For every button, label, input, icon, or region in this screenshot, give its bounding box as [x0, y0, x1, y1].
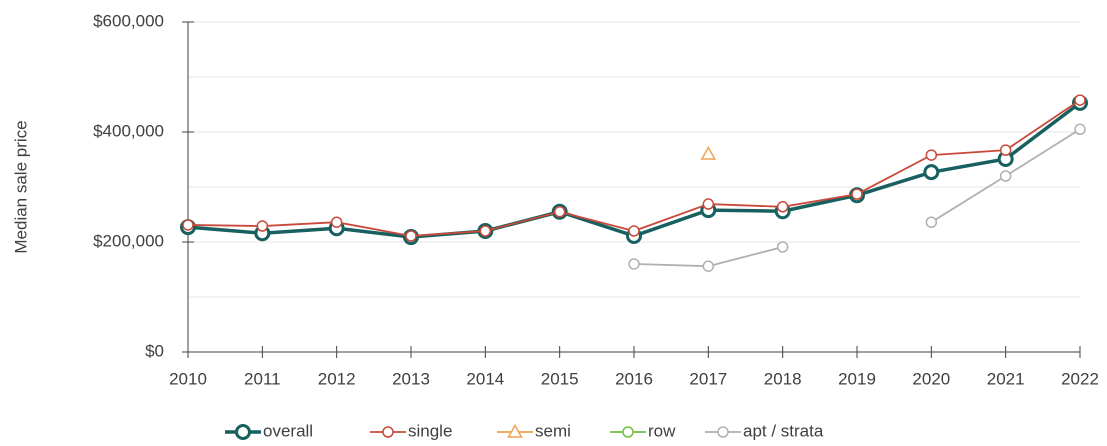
x-tick-label: 2013	[392, 369, 430, 388]
data-point	[553, 206, 566, 218]
data-point	[702, 260, 715, 272]
y-tick-label: $0	[145, 341, 164, 360]
legend-label: apt / strata	[743, 421, 824, 440]
legend-label: overall	[263, 421, 313, 440]
y-tick-label: $200,000	[93, 231, 164, 250]
data-point	[925, 149, 938, 161]
x-tick-label: 2020	[912, 369, 950, 388]
x-tick-label: 2016	[615, 369, 653, 388]
data-point	[999, 144, 1012, 156]
data-point	[702, 198, 715, 210]
data-point	[628, 258, 640, 270]
series-line	[187, 101, 1082, 239]
x-tick-label: 2010	[169, 369, 207, 388]
data-point	[628, 225, 640, 237]
legend-label: row	[648, 421, 676, 440]
legend-marker	[235, 424, 251, 440]
legend-label: semi	[535, 421, 571, 440]
data-point	[256, 220, 269, 232]
x-tick-label: 2021	[987, 369, 1025, 388]
data-point	[999, 170, 1012, 182]
data-point	[776, 201, 789, 213]
data-point	[479, 225, 492, 237]
data-point	[405, 230, 417, 242]
legend-marker	[507, 423, 523, 438]
data-point	[700, 145, 717, 160]
x-tick-label: 2019	[838, 369, 876, 388]
data-point	[851, 188, 863, 200]
y-tick-label: $400,000	[93, 121, 164, 140]
x-tick-label: 2015	[541, 369, 579, 388]
x-tick-label: 2017	[689, 369, 727, 388]
data-point	[1074, 123, 1086, 135]
x-tick-label: 2011	[244, 369, 281, 388]
y-axis-title: Median sale price	[11, 120, 30, 253]
data-point	[182, 219, 194, 231]
x-tick-label: 2022	[1061, 369, 1099, 388]
y-tick-label: $600,000	[93, 11, 164, 30]
data-point	[923, 164, 940, 181]
data-point	[1074, 94, 1086, 106]
x-tick-label: 2014	[466, 369, 504, 388]
legend-label: single	[408, 421, 452, 440]
data-point	[776, 241, 789, 253]
data-point	[330, 216, 343, 228]
x-tick-label: 2012	[318, 369, 356, 388]
data-point	[925, 216, 938, 228]
legend-marker	[622, 426, 634, 438]
legend-marker	[382, 426, 394, 438]
legend-marker	[717, 426, 729, 438]
x-tick-label: 2018	[764, 369, 802, 388]
